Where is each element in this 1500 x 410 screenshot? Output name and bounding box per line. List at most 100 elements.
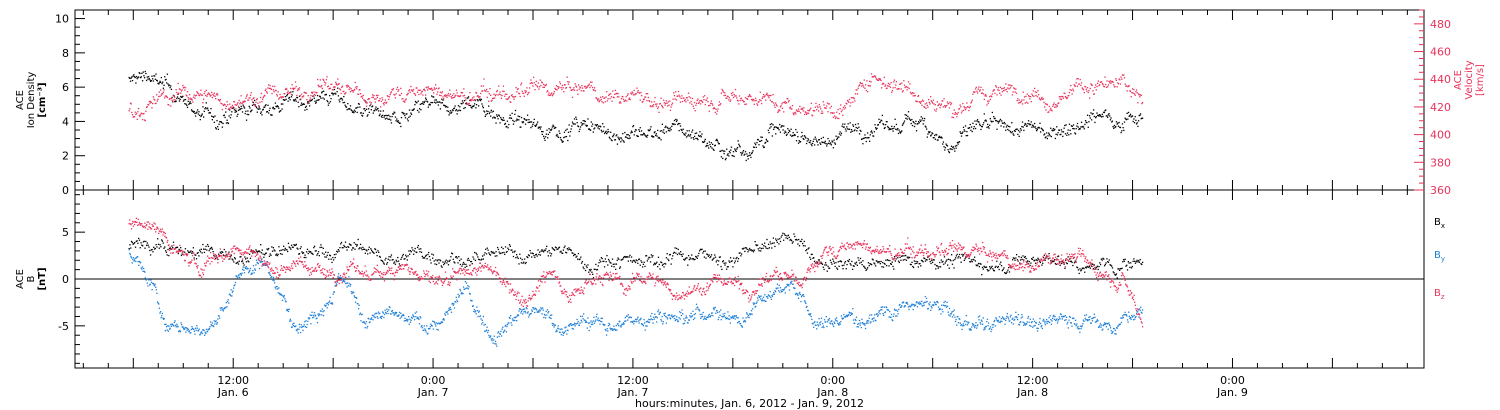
- velocity-point: [347, 84, 349, 86]
- density-point: [913, 125, 916, 128]
- density-point: [952, 146, 955, 148]
- bx-point: [968, 257, 970, 259]
- velocity-point: [394, 94, 396, 96]
- bx-point: [921, 260, 923, 262]
- by-point: [272, 279, 274, 281]
- density-point: [300, 102, 303, 104]
- bx-point: [958, 255, 960, 258]
- density-point: [1125, 118, 1128, 121]
- bx-point: [397, 260, 400, 262]
- velocity-point: [864, 84, 867, 86]
- bx-point: [738, 252, 740, 254]
- density-point: [363, 108, 366, 110]
- velocity-point: [154, 102, 156, 105]
- velocity-point: [417, 89, 419, 91]
- density-point: [897, 127, 899, 130]
- density-point: [822, 141, 824, 144]
- velocity-point: [186, 91, 189, 93]
- velocity-point: [895, 81, 898, 83]
- bx-point: [385, 257, 387, 260]
- velocity-point: [516, 88, 519, 91]
- by-point: [164, 323, 166, 326]
- bx-point: [732, 266, 734, 268]
- velocity-point: [941, 100, 943, 102]
- velocity-point: [771, 101, 774, 103]
- density-point: [278, 111, 281, 113]
- velocity-point: [390, 91, 393, 93]
- density-point: [345, 106, 348, 108]
- density-point: [832, 141, 834, 143]
- velocity-point: [589, 81, 592, 83]
- density-point: [732, 151, 735, 153]
- density-point: [624, 131, 626, 134]
- density-point: [624, 136, 627, 138]
- velocity-point: [332, 89, 334, 91]
- bx-point: [747, 251, 749, 253]
- bx-point: [397, 256, 399, 259]
- bx-point: [335, 253, 337, 255]
- velocity-point: [1029, 98, 1031, 100]
- bx-point: [800, 240, 802, 243]
- bx-point: [1058, 261, 1061, 263]
- velocity-point: [225, 107, 227, 110]
- bx-point: [475, 252, 477, 254]
- density-point: [531, 125, 533, 127]
- bx-point: [541, 249, 543, 251]
- bx-point: [752, 251, 755, 253]
- velocity-point: [536, 85, 538, 87]
- density-point: [443, 104, 446, 107]
- density-point: [276, 106, 278, 108]
- density-point: [736, 146, 739, 149]
- by-point: [165, 323, 167, 326]
- velocity-point: [681, 100, 684, 103]
- velocity-point: [388, 98, 390, 101]
- by-point: [350, 283, 352, 286]
- bx-point: [699, 250, 701, 252]
- bx-point: [1004, 272, 1006, 274]
- bx-point: [447, 264, 450, 266]
- velocity-point: [693, 101, 696, 104]
- bx-point: [1125, 265, 1127, 267]
- bx-point: [662, 263, 664, 265]
- by-point: [139, 262, 142, 264]
- velocity-point: [395, 93, 397, 95]
- density-point: [415, 102, 417, 104]
- velocity-point: [1044, 103, 1046, 105]
- velocity-point: [921, 99, 924, 101]
- density-point: [610, 139, 613, 141]
- density-point: [522, 121, 525, 123]
- density-point: [164, 79, 167, 81]
- bx-point: [840, 260, 842, 262]
- velocity-point: [154, 99, 156, 101]
- bx-point: [502, 247, 504, 250]
- velocity-point: [928, 101, 930, 104]
- density-point: [854, 129, 856, 131]
- bx-point: [634, 261, 637, 264]
- density-point: [1037, 127, 1039, 129]
- velocity-point: [1023, 96, 1026, 98]
- bx-point: [1076, 266, 1078, 268]
- velocity-point: [242, 100, 244, 102]
- density-point: [715, 139, 717, 142]
- bx-point: [408, 250, 410, 252]
- density-point: [896, 129, 898, 131]
- velocity-point: [463, 88, 465, 90]
- density-point: [1070, 125, 1073, 127]
- velocity-point: [899, 83, 901, 86]
- by-point: [323, 310, 325, 312]
- density-point: [193, 110, 195, 113]
- density-point: [404, 114, 406, 117]
- density-point: [341, 97, 343, 100]
- bx-point: [566, 247, 568, 250]
- density-point: [687, 134, 690, 136]
- by-point: [188, 330, 190, 333]
- bx-point: [508, 248, 510, 251]
- density-point: [1036, 128, 1038, 131]
- velocity-point: [844, 107, 847, 109]
- velocity-point: [746, 97, 748, 100]
- bx-point: [895, 258, 897, 260]
- density-point: [304, 106, 307, 109]
- density-point: [1028, 123, 1030, 125]
- bx-point: [775, 238, 777, 240]
- bx-point: [171, 245, 173, 247]
